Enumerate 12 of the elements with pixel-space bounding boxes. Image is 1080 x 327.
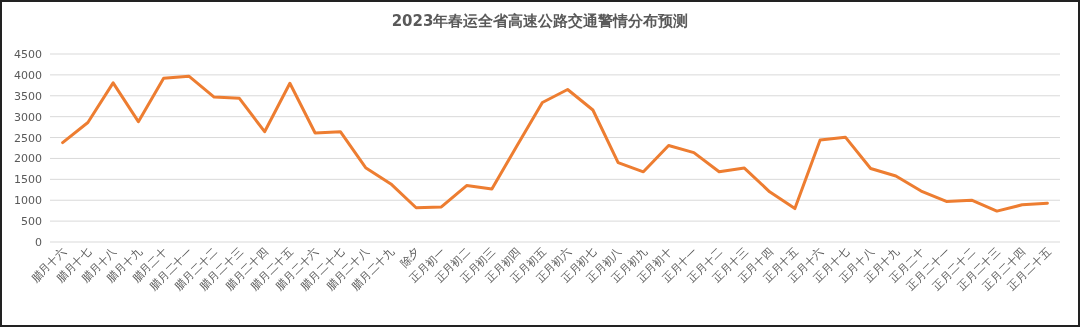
y-tick-label: 500 [21, 215, 42, 229]
y-tick-label: 2500 [14, 131, 42, 145]
line-series [61, 74, 1049, 213]
y-tick-label: 1500 [14, 173, 42, 187]
y-tick-label: 4500 [14, 48, 42, 61]
y-tick-label: 3500 [14, 89, 42, 103]
y-tick-label: 0 [35, 236, 42, 249]
y-tick-label: 1000 [14, 194, 42, 208]
y-tick-label: 3000 [14, 110, 42, 124]
y-tick-label: 4000 [14, 68, 42, 82]
y-tick-label: 2000 [14, 152, 42, 166]
chart-title: 2023年春运全省高速公路交通警情分布预测 [391, 12, 689, 30]
